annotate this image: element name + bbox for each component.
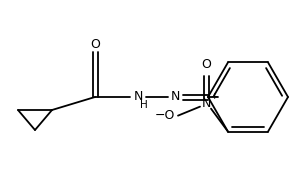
Text: N: N <box>201 97 211 110</box>
Text: H: H <box>140 100 148 110</box>
Text: O: O <box>201 58 211 71</box>
Text: N: N <box>170 91 180 103</box>
Text: −O: −O <box>155 109 175 122</box>
Text: +: + <box>210 92 218 101</box>
Text: N: N <box>133 91 143 103</box>
Text: O: O <box>90 39 100 52</box>
